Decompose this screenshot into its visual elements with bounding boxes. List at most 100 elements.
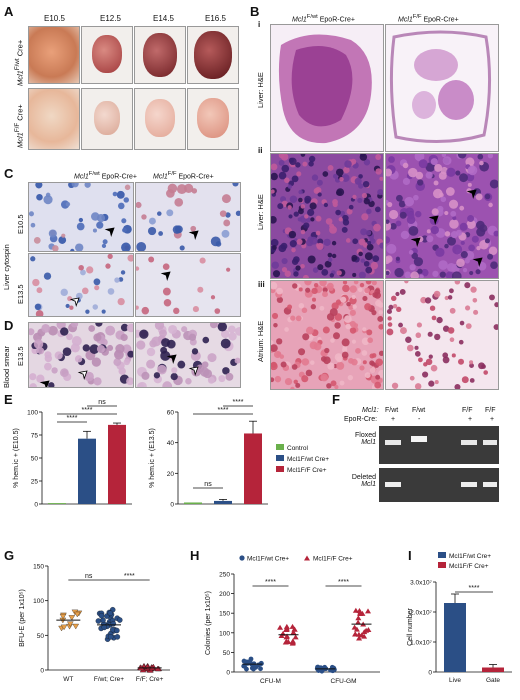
cell [378, 310, 383, 315]
cell [293, 271, 299, 277]
cell [459, 320, 465, 326]
cell [36, 374, 45, 383]
cell [75, 292, 83, 300]
cell [302, 274, 309, 278]
cell [449, 307, 456, 314]
arrowhead-icon [104, 227, 115, 237]
cell [161, 338, 171, 348]
cell [418, 357, 423, 363]
cell [313, 282, 319, 288]
cell [218, 375, 226, 383]
cell [95, 323, 103, 327]
cell [374, 206, 381, 213]
legend-label: Mcl1F/F Cre+ [313, 556, 353, 563]
cell [341, 174, 350, 182]
cell [118, 277, 124, 282]
cell [136, 340, 146, 350]
cell [107, 254, 113, 260]
y-tick-label: 0 [34, 502, 38, 509]
cell [172, 225, 182, 234]
cell [442, 356, 450, 364]
cell-texture [30, 254, 133, 316]
cell [388, 156, 395, 163]
row-label-a1: Mcl1F/wt Cre+ [14, 39, 25, 86]
y-axis-label: Colonies (per 1x10⁵) [205, 591, 212, 655]
significance-label: **** [469, 585, 480, 592]
cell [52, 245, 59, 251]
cell [447, 236, 456, 246]
y-tick-label: 50 [37, 633, 45, 640]
cre-header: EpoR-Cre: [344, 416, 378, 423]
cell [465, 157, 475, 167]
data-point [361, 633, 368, 639]
cell [387, 201, 393, 208]
cell [487, 154, 494, 159]
cell [409, 264, 416, 271]
cell [431, 315, 437, 321]
cell [74, 355, 83, 363]
cell [359, 154, 368, 161]
data-point [114, 627, 120, 634]
arrowhead-icon [39, 380, 50, 387]
histology-image [385, 153, 499, 279]
cell [222, 367, 230, 375]
cell [113, 358, 122, 367]
cell [440, 196, 447, 203]
cell [323, 202, 329, 208]
cell [436, 316, 443, 324]
cell [468, 244, 476, 252]
stage-label: E16.5 [205, 14, 226, 23]
cell [404, 281, 409, 284]
cell [280, 361, 287, 368]
cell [414, 210, 422, 218]
cell [146, 347, 156, 357]
cell [293, 211, 299, 217]
cell [141, 371, 150, 380]
cell [203, 369, 213, 379]
cell [149, 339, 157, 348]
cell [377, 189, 383, 196]
cell [360, 258, 365, 263]
y-tick-label: 20 [167, 471, 175, 478]
cell [306, 217, 312, 223]
col-title-c1: Mcl1F/wt EpoR-Cre+ [74, 171, 137, 181]
cell [334, 322, 341, 329]
y-tick-label: 50 [223, 650, 231, 657]
cell [121, 242, 131, 251]
cell [352, 238, 359, 245]
panel-label-g: G [4, 548, 15, 563]
arrowhead-icon [77, 370, 88, 380]
cell [345, 238, 351, 243]
row-label-c1: E10.5 [16, 214, 25, 234]
cell [190, 225, 197, 232]
cell [327, 362, 335, 370]
cell [277, 203, 284, 210]
cell [76, 222, 85, 231]
cell [460, 251, 468, 259]
y-tick-label: 0 [170, 502, 174, 509]
cell [101, 243, 107, 249]
cell [408, 225, 419, 236]
cell [325, 218, 333, 225]
panel-label-f: F [332, 392, 340, 407]
cell [398, 200, 406, 208]
cell [357, 287, 363, 293]
histology-image [270, 24, 384, 152]
y-axis-label: BFU-E (per 1x10⁵) [19, 589, 26, 647]
cell [289, 240, 297, 248]
cell [447, 327, 455, 334]
cell [311, 297, 317, 302]
panel-label-a: A [4, 4, 14, 19]
cell [32, 278, 40, 287]
cell [455, 229, 462, 236]
cell [298, 302, 305, 309]
cell [402, 177, 411, 186]
chart-g: 0 50 100 150 BFU-E (per 1x10⁵) WT F/wt; Cre+ F/… [19, 564, 170, 683]
cell [271, 172, 278, 181]
cell [324, 260, 332, 268]
cell [338, 217, 343, 222]
cell [197, 286, 204, 293]
cell [419, 274, 424, 278]
cell [80, 269, 86, 276]
cell [36, 287, 43, 294]
